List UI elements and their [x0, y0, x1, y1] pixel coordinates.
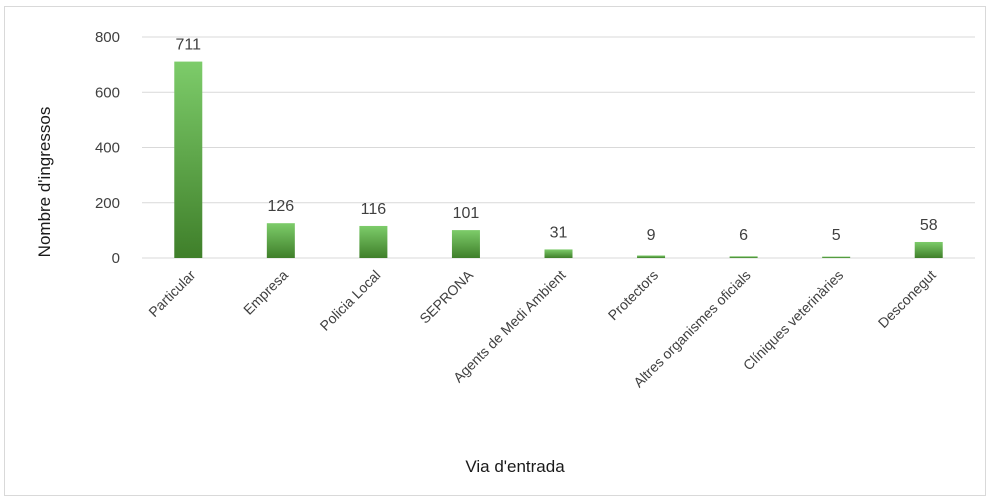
- category-labels: Particular Empresa Policia Local SEPRONAAge…: [145, 266, 939, 390]
- data-label: 31: [550, 224, 568, 241]
- bar: [544, 249, 573, 258]
- data-label: 58: [920, 217, 938, 234]
- bars: [174, 61, 943, 259]
- y-tick-label: 800: [95, 29, 120, 46]
- x-tick-label: Empresa: [240, 267, 291, 318]
- bar: [822, 256, 851, 258]
- y-tick-label: 600: [95, 84, 120, 101]
- bar: [729, 256, 758, 258]
- data-label: 126: [267, 198, 294, 215]
- value-labels: 711 126 116 101 31 9 6 5 58: [176, 37, 938, 244]
- data-label: 116: [361, 201, 387, 218]
- x-tick-label: SEPRONA: [416, 266, 476, 326]
- x-axis-title: Via d'entrada: [465, 457, 565, 476]
- bar: [359, 225, 388, 258]
- data-label: 5: [832, 227, 841, 244]
- y-axis-ticks: 0 200 400 600 800: [95, 29, 120, 267]
- bar: [266, 223, 295, 258]
- x-tick-label: Protectors: [605, 267, 661, 323]
- x-tick-label: Particular: [145, 267, 198, 320]
- y-tick-label: 200: [95, 195, 120, 212]
- chart-frame: [4, 6, 986, 496]
- x-tick-label: Desconegut: [875, 267, 939, 331]
- y-axis-title: Nombre d'ingressos: [35, 107, 54, 258]
- bar: [451, 230, 480, 258]
- bar: [637, 255, 666, 258]
- y-tick-label: 400: [95, 140, 120, 157]
- data-label: 9: [647, 227, 656, 244]
- bar: [914, 241, 943, 258]
- data-label: 711: [176, 37, 202, 54]
- y-tick-label: 0: [112, 250, 120, 267]
- data-label: 101: [453, 205, 480, 222]
- bar: [174, 61, 203, 259]
- data-label: 6: [739, 227, 748, 244]
- x-tick-label: Policia Local: [317, 267, 384, 334]
- x-tick-label: Clíniques veterinàries: [740, 267, 847, 374]
